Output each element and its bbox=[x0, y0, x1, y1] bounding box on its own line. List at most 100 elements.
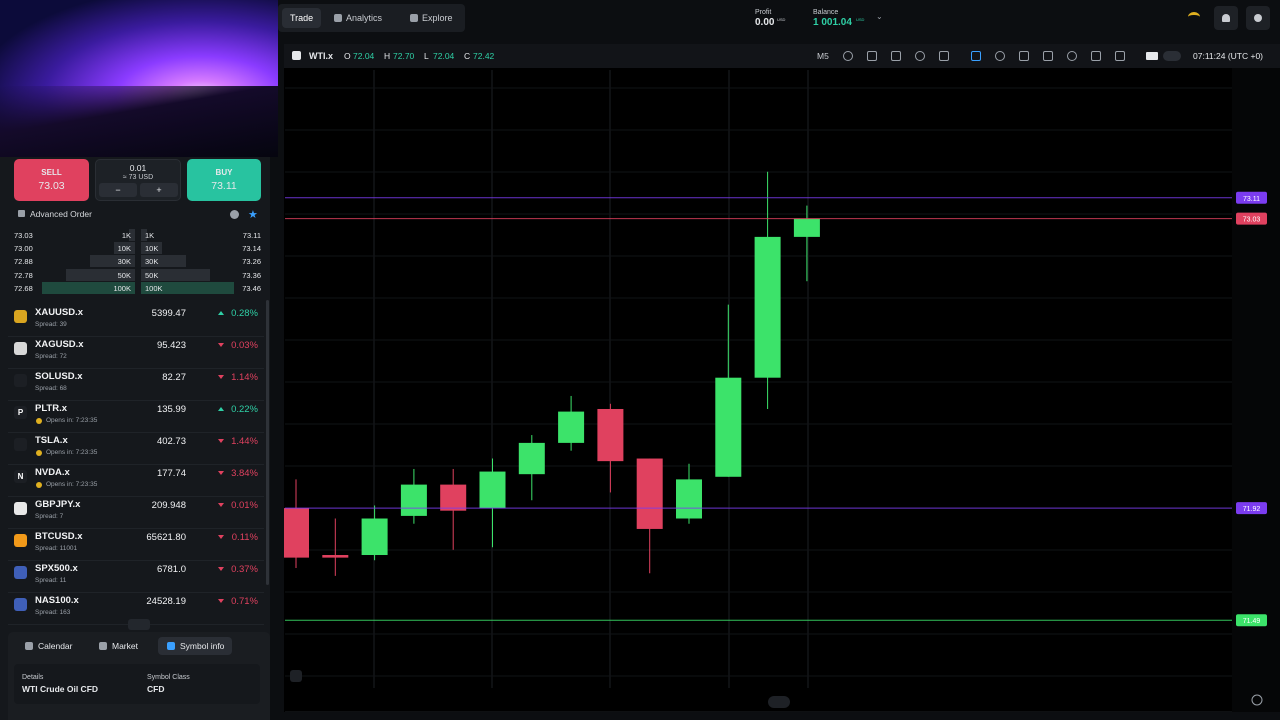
watchlist-row[interactable]: BTCUSD.x Spread: 11001 65621.80 0.11% bbox=[8, 528, 264, 561]
symbol: PLTR.x bbox=[35, 403, 68, 414]
candle-body bbox=[440, 484, 467, 511]
nav-tab[interactable]: Analytics bbox=[328, 8, 390, 28]
bottom-tab[interactable]: Market bbox=[90, 637, 146, 655]
symbol: TSLA.x bbox=[35, 435, 68, 446]
settings-button[interactable] bbox=[1251, 694, 1263, 706]
tool-button[interactable] bbox=[995, 51, 1005, 61]
symbol: SPX500.x bbox=[35, 563, 78, 574]
ohlc-value: 72.42 bbox=[473, 51, 495, 61]
tool-button[interactable] bbox=[915, 51, 925, 61]
bottom-tab[interactable]: Symbol info bbox=[158, 637, 233, 655]
symbol-icon bbox=[292, 51, 301, 60]
profit-label: Profit bbox=[755, 9, 772, 16]
candle-body bbox=[597, 408, 624, 462]
market-hours: Opens in: 7:23:35 bbox=[46, 417, 98, 424]
watchlist-row[interactable]: TSLA.x Opens in: 7:23:35 402.73 1.44% bbox=[8, 432, 264, 465]
bid-price: 72.78 bbox=[14, 270, 33, 280]
balance-label: Balance bbox=[813, 9, 839, 16]
watchlist-row[interactable]: XAUUSD.x Spread: 39 5399.47 0.28% bbox=[8, 304, 264, 337]
bid-depth bbox=[90, 255, 135, 268]
watchlist-row[interactable]: N NVDA.x Opens in: 7:23:35 177.74 3.84% bbox=[8, 464, 264, 497]
change-arrow bbox=[218, 567, 224, 571]
symbol-icon bbox=[14, 502, 27, 515]
left-panel: SELL 73.03 0.01 ≈ 73 USD − + BUY 73.11 A… bbox=[0, 0, 278, 720]
bell-icon bbox=[1222, 14, 1230, 22]
change: 0.22% bbox=[231, 404, 258, 415]
volume[interactable]: 0.01 bbox=[129, 163, 147, 173]
candle-body bbox=[676, 479, 702, 519]
timeframe[interactable]: M5 bbox=[817, 51, 829, 61]
candle-body bbox=[518, 442, 545, 475]
bid-volume: 50K bbox=[117, 270, 131, 280]
watchlist-row[interactable]: SOLUSD.x Spread: 68 82.27 1.14% bbox=[8, 368, 264, 401]
symbol-icon: N bbox=[14, 470, 27, 483]
price: 65621.80 bbox=[146, 532, 186, 543]
reset-button[interactable] bbox=[290, 670, 302, 682]
info-icon[interactable] bbox=[230, 210, 239, 219]
toggle[interactable] bbox=[1163, 51, 1181, 61]
watchlist-row[interactable]: P PLTR.x Opens in: 7:23:35 135.99 0.22% bbox=[8, 400, 264, 433]
price: 135.99 bbox=[156, 404, 186, 415]
candle-body bbox=[636, 458, 663, 529]
advanced-order[interactable]: Advanced Order bbox=[30, 209, 92, 219]
star-icon[interactable]: ★ bbox=[248, 209, 258, 221]
candle-body bbox=[284, 508, 309, 558]
watchlist-row[interactable]: SPX500.x Spread: 11 6781.0 0.37% bbox=[8, 560, 264, 593]
ask-depth bbox=[141, 242, 162, 255]
price-tag bbox=[1236, 502, 1267, 515]
change: 0.01% bbox=[231, 500, 258, 511]
tool-button[interactable] bbox=[939, 51, 949, 61]
tool-button[interactable] bbox=[1043, 51, 1053, 61]
tool-button[interactable] bbox=[1115, 51, 1125, 61]
tool-button[interactable] bbox=[891, 51, 901, 61]
tool-button[interactable] bbox=[843, 51, 853, 61]
bid-price: 72.68 bbox=[14, 283, 33, 293]
sell-button[interactable]: SELL 73.03 bbox=[14, 159, 89, 201]
balance-value: 1 001.04 bbox=[813, 17, 852, 28]
watchlist-row[interactable]: XAGUSD.x Spread: 72 95.423 0.03% bbox=[8, 336, 264, 369]
nav-tab[interactable]: Explore bbox=[404, 8, 461, 28]
balance-dropdown[interactable]: ⌄ bbox=[876, 12, 883, 21]
tool-button[interactable] bbox=[971, 51, 981, 61]
bottom-tab[interactable]: Calendar bbox=[16, 637, 81, 655]
change: 1.14% bbox=[231, 372, 258, 383]
tool-button[interactable] bbox=[1067, 51, 1077, 61]
bottom-panel: Calendar Market Symbol info Details WTI Cr… bbox=[8, 632, 270, 720]
minus-button[interactable]: − bbox=[99, 183, 137, 197]
change: 0.71% bbox=[231, 596, 258, 607]
tool-button[interactable] bbox=[1091, 51, 1101, 61]
closed-icon bbox=[36, 418, 42, 424]
tab-icon bbox=[99, 642, 107, 650]
volume-usd: ≈ 73 USD bbox=[122, 174, 154, 181]
ohlc-label: L bbox=[424, 51, 429, 61]
video-overlay bbox=[0, 0, 278, 157]
change-arrow bbox=[218, 311, 224, 315]
ask-volume: 50K bbox=[145, 270, 159, 280]
sell-price: 73.03 bbox=[38, 180, 65, 192]
ask-depth bbox=[141, 255, 186, 268]
tool-button[interactable] bbox=[1019, 51, 1029, 61]
price-tag-label: 73.03 bbox=[1243, 217, 1261, 224]
price: 24528.19 bbox=[146, 596, 186, 607]
tool-button[interactable] bbox=[867, 51, 877, 61]
ask-price: 73.14 bbox=[242, 244, 261, 254]
ohlc-label: H bbox=[384, 51, 391, 61]
change: 1.44% bbox=[231, 436, 258, 447]
chart-symbol[interactable]: WTI.x bbox=[309, 51, 333, 61]
tv-logo bbox=[1146, 52, 1158, 60]
closed-icon bbox=[36, 450, 42, 456]
buy-label: BUY bbox=[215, 168, 233, 177]
symbol: GBPJPY.x bbox=[35, 499, 81, 510]
class-value: CFD bbox=[147, 684, 165, 694]
market-hours: Opens in: 7:23:35 bbox=[46, 449, 98, 456]
bid-depth bbox=[66, 268, 135, 281]
price-axis bbox=[1232, 68, 1280, 712]
buy-button[interactable]: BUY 73.11 bbox=[187, 159, 261, 201]
bid-depth bbox=[42, 281, 135, 294]
plus-button[interactable]: + bbox=[140, 183, 178, 197]
ask-price: 73.11 bbox=[242, 231, 261, 240]
nav-tab[interactable]: Trade bbox=[282, 8, 322, 28]
collapse-handle[interactable] bbox=[128, 619, 150, 630]
watchlist-row[interactable]: GBPJPY.x Spread: 7 209.948 0.01% bbox=[8, 496, 264, 529]
scroll-handle[interactable] bbox=[768, 696, 790, 708]
